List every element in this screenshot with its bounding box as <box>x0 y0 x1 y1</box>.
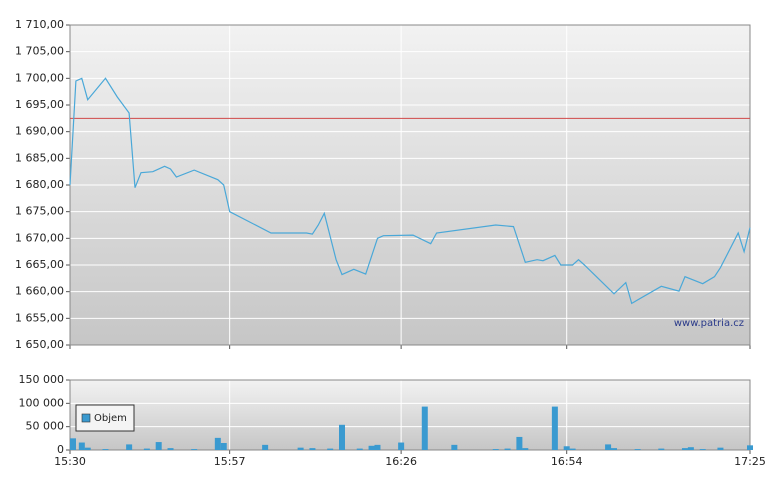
volume-bar <box>398 442 405 450</box>
y-tick-label: 1 700,00 <box>15 71 64 84</box>
volume-bar <box>605 444 612 450</box>
volume-bar <box>611 448 617 450</box>
volume-bar <box>492 449 499 450</box>
y-tick-label: 1 665,00 <box>15 258 64 271</box>
volume-bar <box>214 437 221 450</box>
volume-bar <box>356 448 363 450</box>
plot-area <box>70 380 750 450</box>
x-tick-label: 17:25 <box>734 455 766 468</box>
volume-bar <box>327 448 334 450</box>
y-tick-label: 100 000 <box>19 396 65 409</box>
volume-bar <box>220 443 227 450</box>
volume-bar <box>78 442 85 450</box>
volume-bar <box>747 445 753 450</box>
volume-bar <box>522 448 529 450</box>
volume-bar <box>451 444 458 450</box>
volume-bar <box>191 449 198 450</box>
y-tick-label: 50 000 <box>26 420 65 433</box>
volume-bar <box>658 448 665 450</box>
volume-bar <box>516 436 523 450</box>
y-tick-label: 1 705,00 <box>15 45 64 58</box>
y-tick-label: 150 000 <box>19 373 65 386</box>
volume-bar <box>368 445 375 450</box>
volume-bar <box>155 442 162 450</box>
volume-bar <box>687 447 694 450</box>
volume-bar <box>339 424 345 450</box>
y-tick-label: 1 655,00 <box>15 311 64 324</box>
y-tick-label: 1 695,00 <box>15 98 64 111</box>
y-tick-label: 1 690,00 <box>15 125 64 138</box>
volume-bar <box>374 444 381 450</box>
y-tick-label: 1 675,00 <box>15 205 64 218</box>
x-tick-label: 15:57 <box>214 455 246 468</box>
volume-bar <box>309 448 316 450</box>
plot-border <box>69 379 751 451</box>
volume-bar <box>563 446 570 450</box>
y-tick-label: 1 680,00 <box>15 178 64 191</box>
volume-bar <box>681 448 688 450</box>
volume-bar <box>551 406 558 450</box>
x-tick-label: 16:54 <box>551 455 583 468</box>
y-tick-label: 1 710,00 <box>15 18 64 31</box>
volume-bar <box>699 449 706 450</box>
volume-bar <box>126 444 133 450</box>
volume-bar <box>717 447 724 450</box>
x-tick-label: 16:26 <box>385 455 417 468</box>
volume-bar <box>70 438 76 450</box>
legend-label: Objem <box>94 413 127 424</box>
y-tick-label: 1 650,00 <box>15 338 64 351</box>
y-tick-label: 1 685,00 <box>15 151 64 164</box>
y-tick-label: 1 670,00 <box>15 231 64 244</box>
price-line <box>69 77 751 305</box>
legend-swatch <box>81 413 91 423</box>
y-tick-label: 0 <box>57 443 64 456</box>
volume-bar <box>634 449 641 450</box>
volume-bar <box>504 448 511 450</box>
x-tick-label: 15:30 <box>54 455 86 468</box>
volume-bar <box>421 406 428 450</box>
watermark: www.patria.cz <box>674 318 744 329</box>
volume-bar <box>143 448 150 450</box>
volume-bar <box>102 449 109 450</box>
y-tick-label: 1 660,00 <box>15 285 64 298</box>
volume-bar <box>84 447 91 450</box>
volume-bar <box>569 448 576 450</box>
volume-bar <box>262 444 269 450</box>
volume-bar <box>167 448 174 450</box>
volume-bar <box>297 447 304 450</box>
